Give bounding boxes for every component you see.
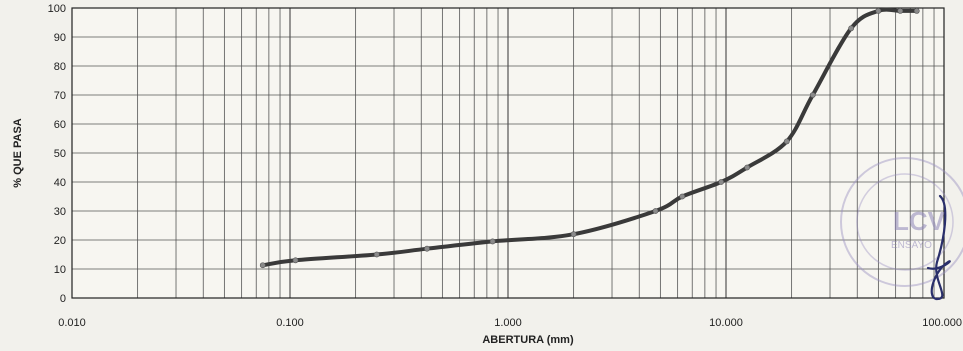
y-tick-label: 10 [54,264,66,276]
stamp-layer: LCV ENSAYO [840,157,963,301]
y-tick-label: 90 [54,32,66,44]
data-point [570,231,577,238]
plot-frame [71,7,945,299]
x-tick-label: 0.010 [58,317,86,329]
signature-scribble [926,194,951,301]
x-axis-title: ABERTURA (mm) [482,334,574,346]
data-point [679,193,686,200]
data-point [875,7,882,14]
data-point [744,164,751,171]
grid-layer [71,7,945,299]
y-tick-label: 30 [54,206,66,218]
y-tick-label: 100 [48,3,66,15]
curve-layer [259,7,920,269]
data-point [848,25,855,32]
y-tick-label: 20 [54,235,66,247]
data-point [424,245,430,252]
stamp-outer-ring [840,157,963,287]
x-tick-label: 1.000 [494,317,522,329]
data-point [913,7,920,14]
y-tick-label: 50 [54,148,66,160]
data-point [809,92,816,98]
stamp-inner-ring [856,173,954,271]
y-tick-label: 60 [54,119,66,131]
x-tick-label: 10.000 [709,317,743,329]
stamp-small-text: ENSAYO [891,240,932,251]
y-axis-title: % QUE PASA [12,118,24,188]
y-tick-label: 80 [54,61,66,73]
series-line-0 [260,7,919,268]
tick-layer: 0 10 20 30 40 50 60 70 80 90 100 0.010 0.100 1.000 10.… [48,3,962,329]
x-tick-label: 0.100 [276,317,304,329]
data-point [259,262,266,269]
stamp-logo-text: LCV [893,206,946,236]
y-tick-label: 70 [54,90,66,102]
y-tick-label: 0 [60,293,66,305]
y-tick-label: 40 [54,177,66,189]
data-point [718,179,725,185]
data-point [783,138,790,145]
data-point [489,238,496,245]
data-point [652,208,659,214]
data-point [373,251,380,258]
data-point [292,257,299,264]
x-tick-label: 100.000 [922,317,962,329]
data-point [897,7,904,14]
